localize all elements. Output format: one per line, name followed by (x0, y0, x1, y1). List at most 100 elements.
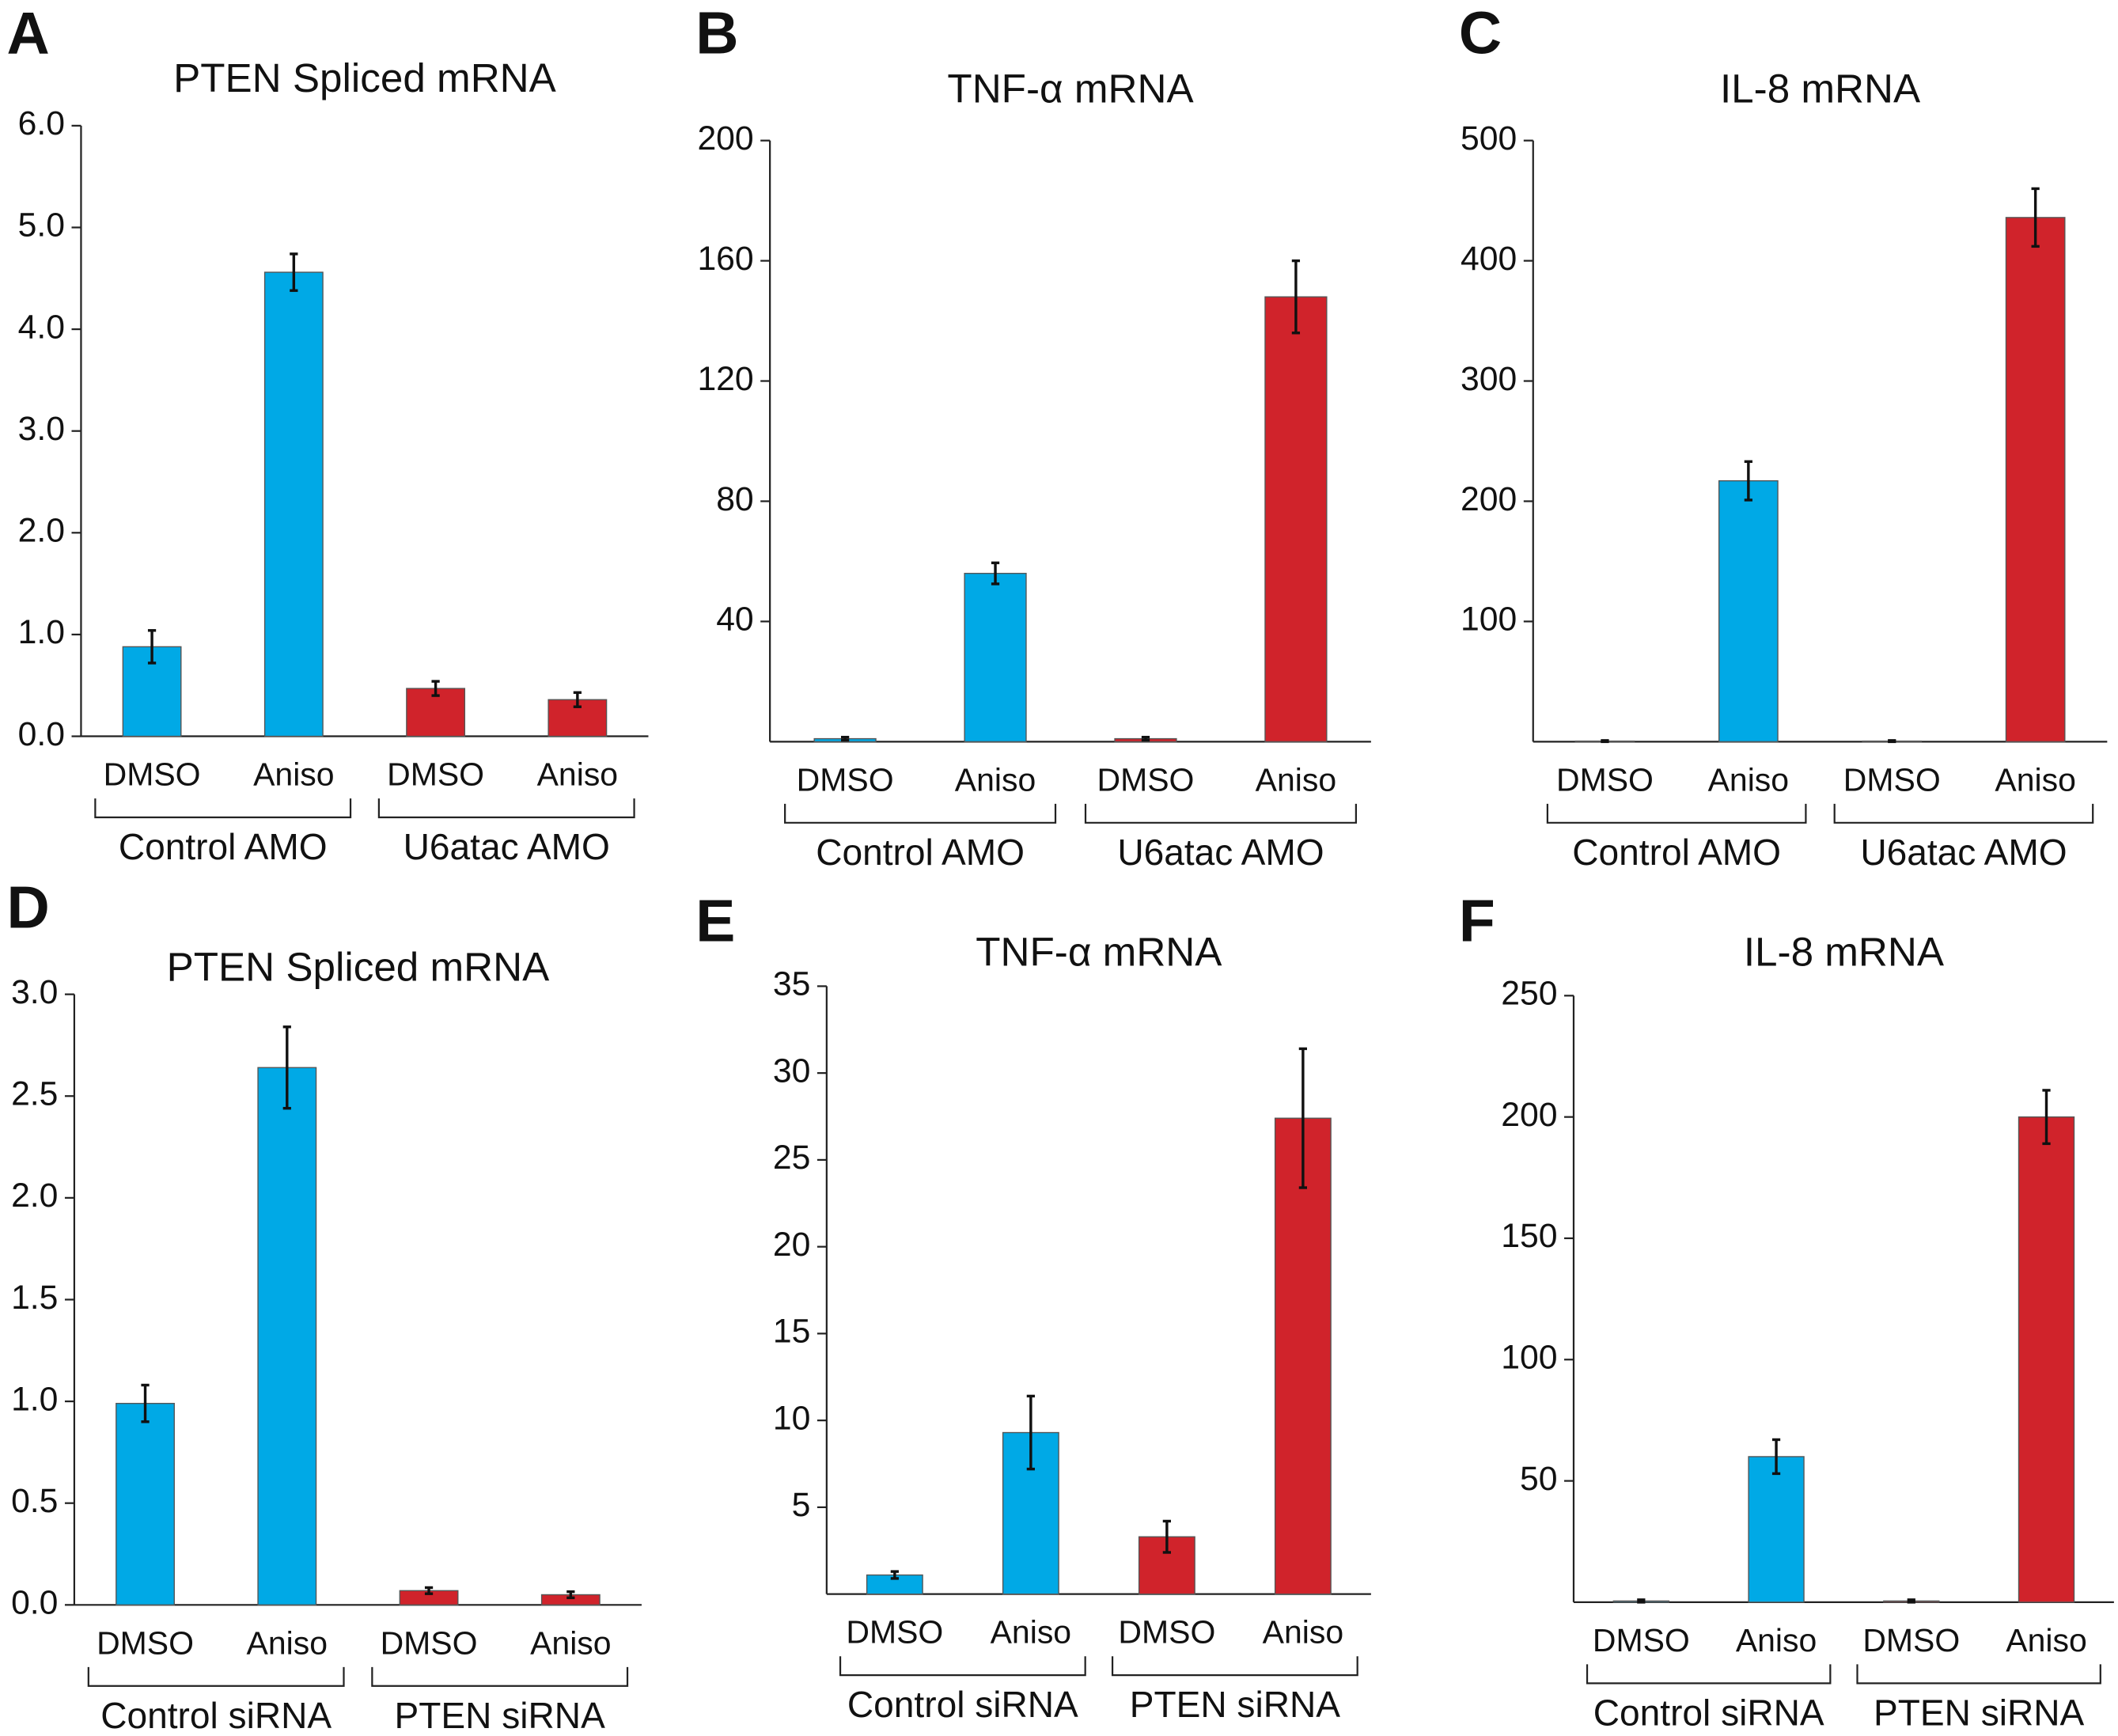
panel-letter: D (7, 874, 50, 940)
chart-title: IL-8 mRNA (1720, 66, 1921, 112)
y-tick-label: 5.0 (18, 207, 65, 244)
panel: F IL-8 mRNA 50 100 150 200 250 DMSO Aniso DMSO Ani… (1459, 887, 2114, 1733)
group-label: Control siRNA (1593, 1692, 1824, 1733)
x-tick-label: Aniso (955, 761, 1036, 798)
y-tick-label: 1.0 (18, 613, 65, 651)
bar (263, 271, 324, 737)
x-tick-label: DMSO (1843, 761, 1941, 798)
bar (1264, 296, 1328, 743)
panel-letter: F (1459, 887, 1495, 953)
group-bracket (377, 798, 635, 819)
bar (2018, 1116, 2075, 1603)
panel: A PTEN Spliced mRNA 0.0 1.0 2.0 3.0 4.0 5.0 6.0 D… (7, 0, 649, 867)
group-label: U6atac AMO (1117, 832, 1324, 873)
y-tick-label: 150 (1501, 1217, 1557, 1255)
bar (1274, 1117, 1332, 1595)
y-tick-label: 40 (716, 601, 753, 639)
y-tick-label: 1.5 (11, 1279, 58, 1317)
panel-letter: B (695, 0, 738, 66)
y-tick-label: 2.0 (18, 512, 65, 550)
panel: B TNF-α mRNA 40 80 120 160 200 DMSO Aniso DMSO Ani… (695, 0, 1371, 873)
y-tick-label: 500 (1461, 119, 1517, 157)
y-tick-label: 200 (1461, 480, 1517, 518)
y-tick-label: 160 (697, 240, 753, 278)
group-label: Control AMO (816, 832, 1025, 873)
group-bracket (1586, 1664, 1832, 1685)
group-bracket (1546, 803, 1807, 824)
bar (257, 1067, 317, 1605)
x-tick-label: Aniso (253, 756, 334, 793)
y-tick-label: 100 (1461, 601, 1517, 639)
group-label: PTEN siRNA (1130, 1684, 1341, 1725)
x-tick-label: Aniso (247, 1624, 328, 1661)
y-tick-label: 35 (773, 965, 810, 1003)
panel: E TNF-α mRNA 5 10 15 20 25 30 35 DMSO Aniso DMSO Ani… (695, 887, 1371, 1725)
bar (116, 1402, 175, 1605)
x-tick-label: Aniso (1263, 1614, 1343, 1651)
x-tick-label: DMSO (1097, 761, 1195, 798)
x-tick-label: DMSO (97, 1624, 194, 1661)
bar (1748, 1456, 1805, 1603)
y-tick-label: 80 (716, 480, 753, 518)
panel-letter: C (1459, 0, 1502, 66)
x-tick-label: Aniso (537, 756, 618, 793)
x-tick-label: DMSO (846, 1614, 943, 1651)
y-tick-label: 10 (773, 1399, 810, 1437)
panel: C IL-8 mRNA 100 200 300 400 500 DMSO Aniso DMSO An… (1459, 0, 2108, 873)
panel: D PTEN Spliced mRNA 0.0 0.5 1.0 1.5 2.0 2.5 3.0 D… (7, 874, 642, 1736)
x-tick-label: Aniso (1995, 761, 2075, 798)
x-tick-label: Aniso (1736, 1622, 1817, 1658)
x-tick-label: DMSO (797, 761, 894, 798)
x-tick-label: Aniso (1708, 761, 1789, 798)
y-tick-label: 200 (697, 119, 753, 157)
chart-title: PTEN Spliced mRNA (173, 55, 557, 100)
x-tick-label: DMSO (1556, 761, 1654, 798)
bar (964, 572, 1027, 743)
x-tick-label: DMSO (1862, 1622, 1960, 1658)
y-tick-label: 0.0 (18, 715, 65, 753)
y-tick-label: 250 (1501, 975, 1557, 1013)
x-tick-label: Aniso (2006, 1622, 2086, 1658)
y-tick-label: 25 (773, 1139, 810, 1177)
group-bracket (94, 798, 352, 819)
group-label: Control AMO (1572, 832, 1781, 873)
panel-letter: A (7, 0, 50, 66)
group-label: Control siRNA (847, 1684, 1078, 1725)
group-label: U6atac AMO (1860, 832, 2067, 873)
y-tick-label: 3.0 (18, 410, 65, 448)
y-tick-label: 0.0 (11, 1584, 58, 1622)
y-tick-label: 20 (773, 1226, 810, 1264)
y-tick-label: 200 (1501, 1096, 1557, 1134)
x-tick-label: Aniso (991, 1614, 1071, 1651)
bar (2005, 217, 2066, 743)
y-tick-label: 15 (773, 1313, 810, 1351)
y-tick-label: 2.0 (11, 1177, 58, 1215)
chart-title: IL-8 mRNA (1744, 930, 1945, 975)
y-tick-label: 400 (1461, 240, 1517, 278)
y-tick-label: 50 (1520, 1460, 1557, 1498)
group-label: PTEN siRNA (1874, 1692, 2085, 1733)
chart-title: PTEN Spliced mRNA (167, 944, 551, 989)
y-tick-label: 120 (697, 360, 753, 398)
group-label: Control AMO (119, 826, 328, 867)
y-tick-label: 30 (773, 1052, 810, 1090)
group-bracket (784, 803, 1057, 824)
x-tick-label: DMSO (1118, 1614, 1215, 1651)
x-tick-label: DMSO (1593, 1622, 1690, 1658)
group-label: U6atac AMO (404, 826, 610, 867)
group-label: Control siRNA (100, 1695, 332, 1736)
group-bracket (1833, 803, 2094, 824)
group-bracket (371, 1666, 629, 1687)
y-tick-label: 2.5 (11, 1075, 58, 1113)
group-bracket (1856, 1664, 2101, 1685)
y-tick-label: 300 (1461, 360, 1517, 398)
y-tick-label: 5 (792, 1486, 811, 1524)
x-tick-label: DMSO (381, 1624, 478, 1661)
panel-letter: E (695, 887, 735, 953)
x-tick-label: Aniso (1256, 761, 1336, 798)
bar (1718, 479, 1779, 743)
y-tick-label: 4.0 (18, 308, 65, 346)
group-bracket (1111, 1656, 1358, 1677)
chart-title: TNF-α mRNA (976, 930, 1222, 975)
